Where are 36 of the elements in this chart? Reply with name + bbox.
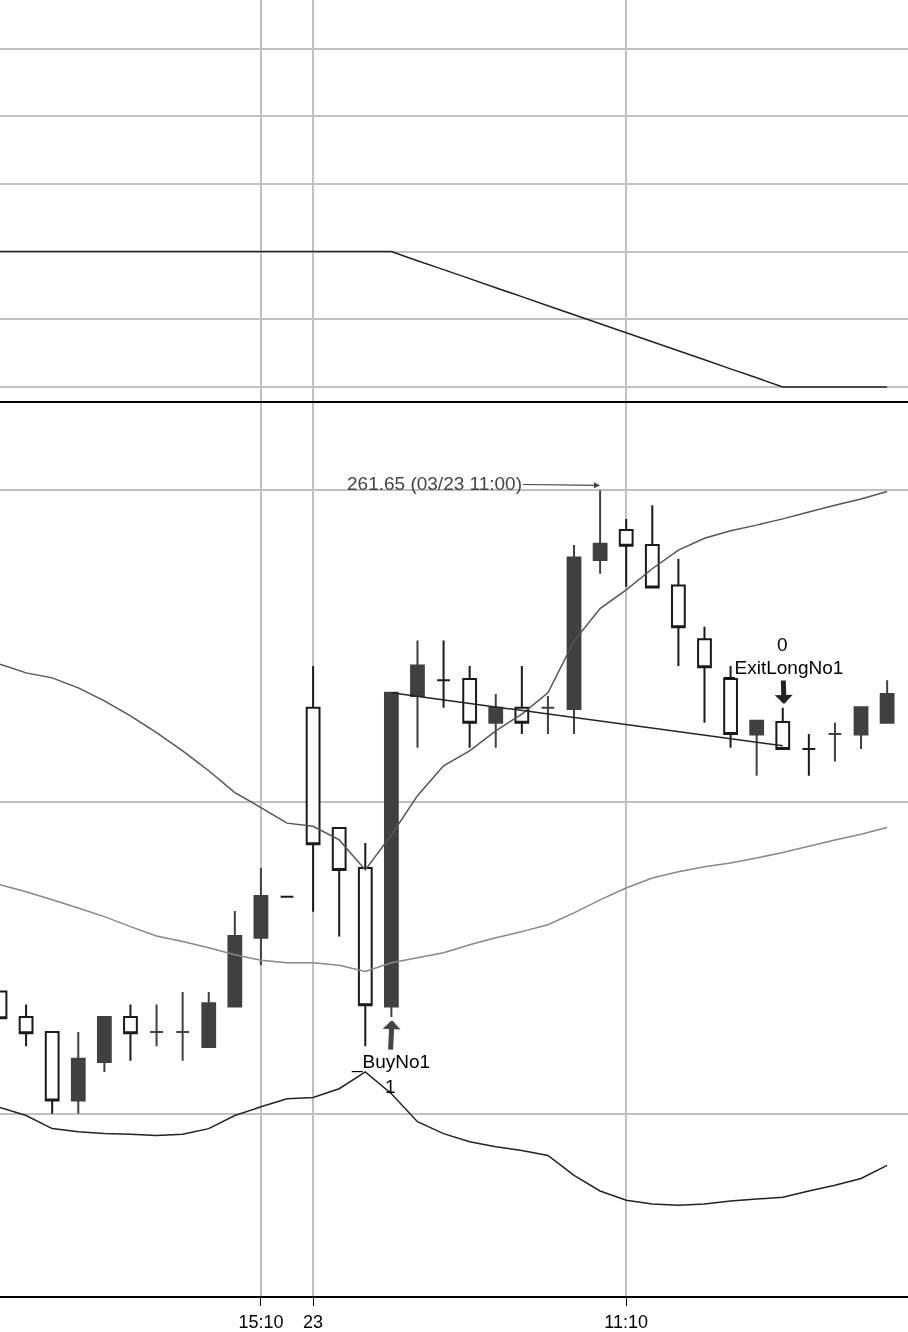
annotation: 0 <box>777 634 788 655</box>
x-tick-label: 15:10 <box>238 1311 284 1332</box>
candlestick <box>566 544 582 735</box>
candlestick <box>18 1003 34 1048</box>
candlestick <box>227 910 243 1008</box>
candlestick <box>70 1030 86 1115</box>
candlestick <box>305 665 321 913</box>
annotation: _BuyNo1 <box>351 1051 431 1073</box>
candlestick <box>357 842 373 1048</box>
candlestick <box>175 991 191 1062</box>
candlestick <box>827 721 843 763</box>
candlestick <box>671 557 686 668</box>
candlestick <box>697 625 712 724</box>
candlestick <box>123 1003 138 1062</box>
candlestick <box>96 1016 112 1073</box>
candlestick <box>410 639 425 749</box>
candlestick <box>253 867 269 967</box>
candlestick <box>592 489 608 575</box>
candlestick <box>488 693 504 749</box>
candlestick <box>331 827 347 938</box>
x-tick-label: 11:10 <box>604 1311 649 1332</box>
candlestick <box>879 679 895 724</box>
candlestick <box>853 706 869 750</box>
candlestick <box>201 991 217 1048</box>
candlestick <box>149 1003 164 1048</box>
candlestick <box>749 719 765 777</box>
candlestick <box>618 517 634 588</box>
annotation: _ExitLongNo1 <box>723 657 844 679</box>
annotation: 1 <box>385 1076 396 1097</box>
annotation: 261.65 (03/23 11:00) <box>347 473 523 494</box>
candlestick <box>644 504 660 589</box>
x-tick-label: 23 <box>303 1311 324 1332</box>
candlestick <box>540 694 556 735</box>
candlestick <box>801 732 817 777</box>
candlestick <box>44 1030 60 1115</box>
candlestick <box>279 895 295 898</box>
